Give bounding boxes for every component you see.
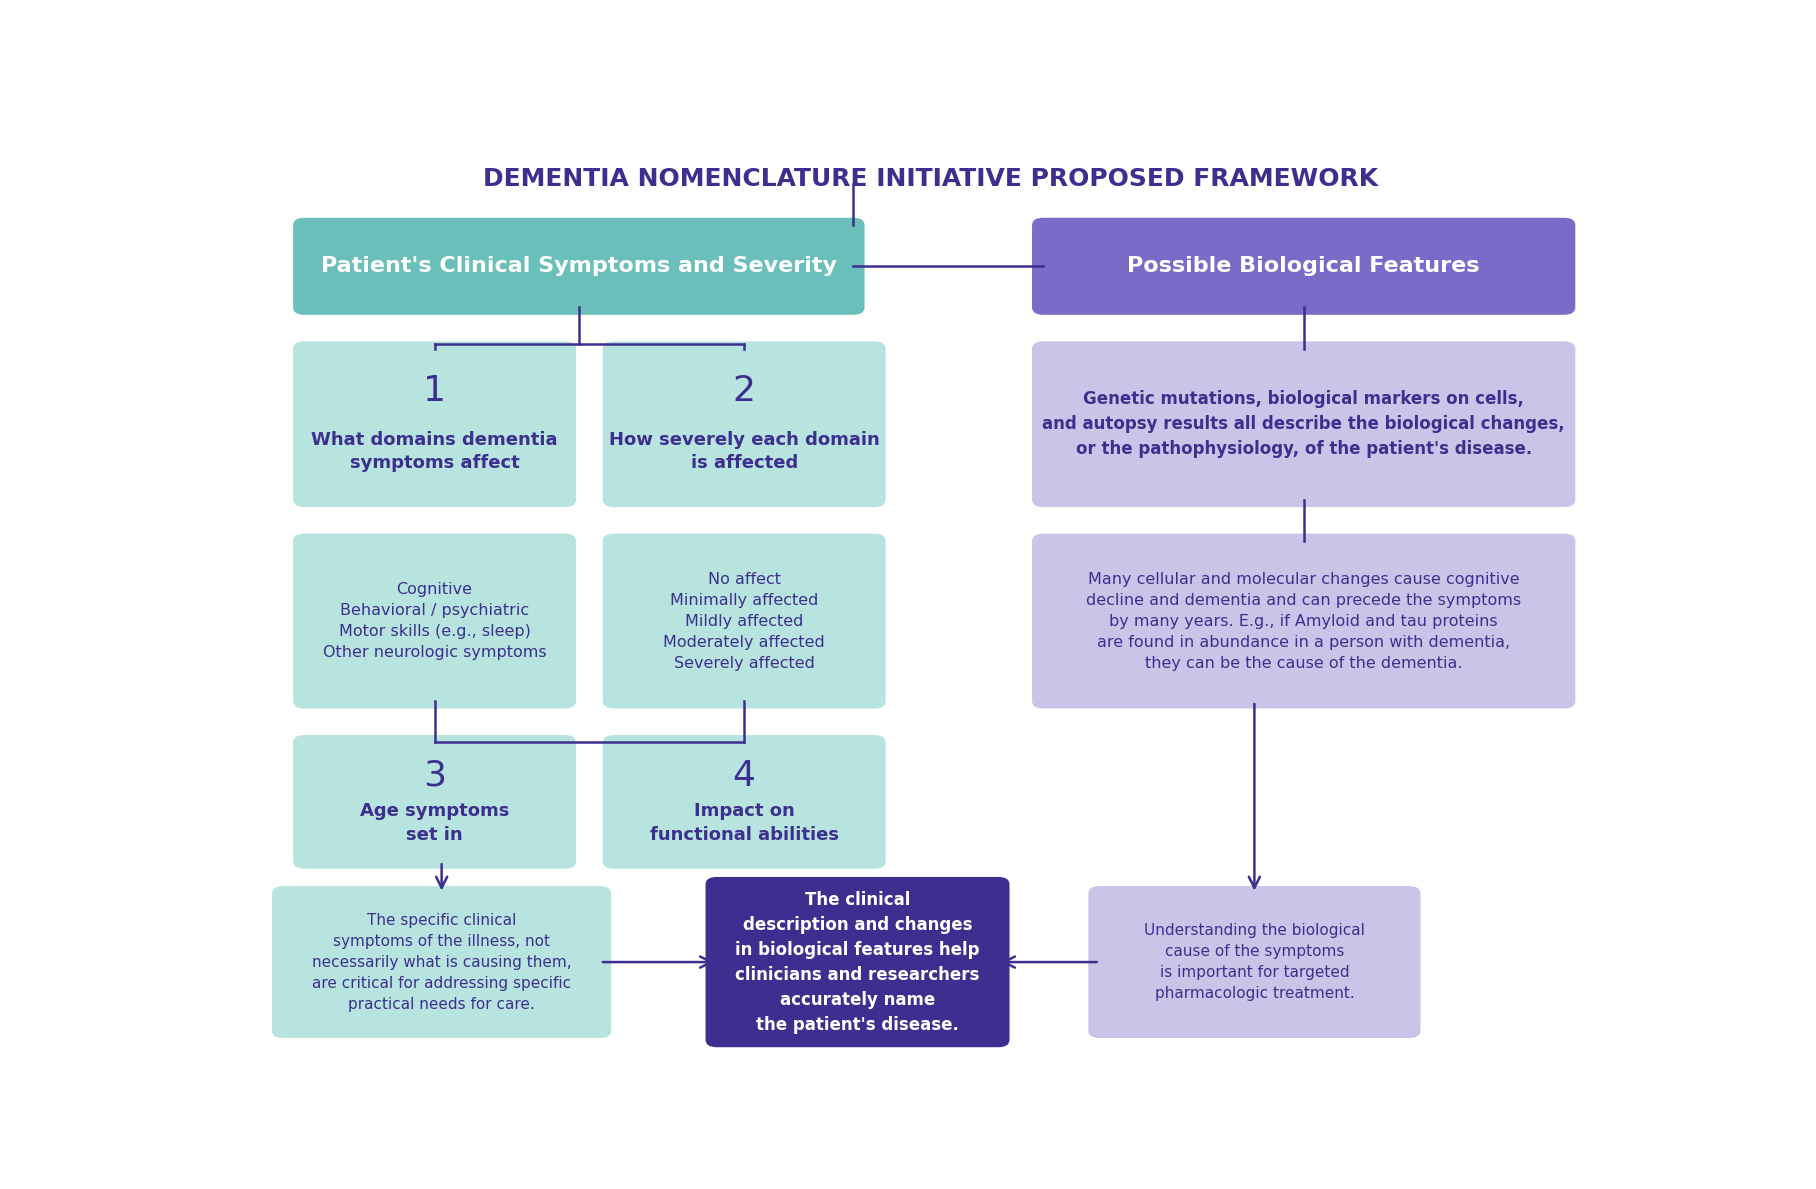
FancyBboxPatch shape [292,534,576,709]
Text: 3: 3 [423,759,447,793]
FancyBboxPatch shape [705,877,1010,1048]
Text: Understanding the biological
cause of the symptoms
is important for targeted
pha: Understanding the biological cause of th… [1144,923,1366,1001]
FancyBboxPatch shape [1031,534,1574,709]
FancyBboxPatch shape [292,218,864,315]
FancyBboxPatch shape [1031,341,1574,507]
FancyBboxPatch shape [1088,886,1420,1038]
Text: How severely each domain
is affected: How severely each domain is affected [608,430,879,472]
Text: Age symptoms
set in: Age symptoms set in [360,803,508,844]
Text: What domains dementia
symptoms affect: What domains dementia symptoms affect [311,430,558,472]
FancyBboxPatch shape [603,735,886,869]
Text: Genetic mutations, biological markers on cells,
and autopsy results all describe: Genetic mutations, biological markers on… [1042,390,1565,458]
Text: 4: 4 [732,759,755,793]
FancyBboxPatch shape [292,341,576,507]
Text: Impact on
functional abilities: Impact on functional abilities [650,803,839,844]
FancyBboxPatch shape [292,735,576,869]
FancyBboxPatch shape [1031,218,1574,315]
Text: Cognitive
Behavioral / psychiatric
Motor skills (e.g., sleep)
Other neurologic s: Cognitive Behavioral / psychiatric Motor… [323,583,547,660]
FancyBboxPatch shape [272,886,612,1038]
Text: 1: 1 [423,375,447,408]
Text: No affect
Minimally affected
Mildly affected
Moderately affected
Severely affect: No affect Minimally affected Mildly affe… [663,572,824,671]
Text: The clinical
description and changes
in biological features help
clinicians and : The clinical description and changes in … [735,891,981,1033]
Text: The specific clinical
symptoms of the illness, not
necessarily what is causing t: The specific clinical symptoms of the il… [312,913,572,1012]
Text: Patient's Clinical Symptoms and Severity: Patient's Clinical Symptoms and Severity [321,257,837,276]
Text: Many cellular and molecular changes cause cognitive
decline and dementia and can: Many cellular and molecular changes caus… [1086,572,1522,671]
Text: 2: 2 [732,375,755,408]
Text: Possible Biological Features: Possible Biological Features [1128,257,1480,276]
FancyBboxPatch shape [603,341,886,507]
Text: DEMENTIA NOMENCLATURE INITIATIVE PROPOSED FRAMEWORK: DEMENTIA NOMENCLATURE INITIATIVE PROPOSE… [483,168,1378,191]
FancyBboxPatch shape [603,534,886,709]
